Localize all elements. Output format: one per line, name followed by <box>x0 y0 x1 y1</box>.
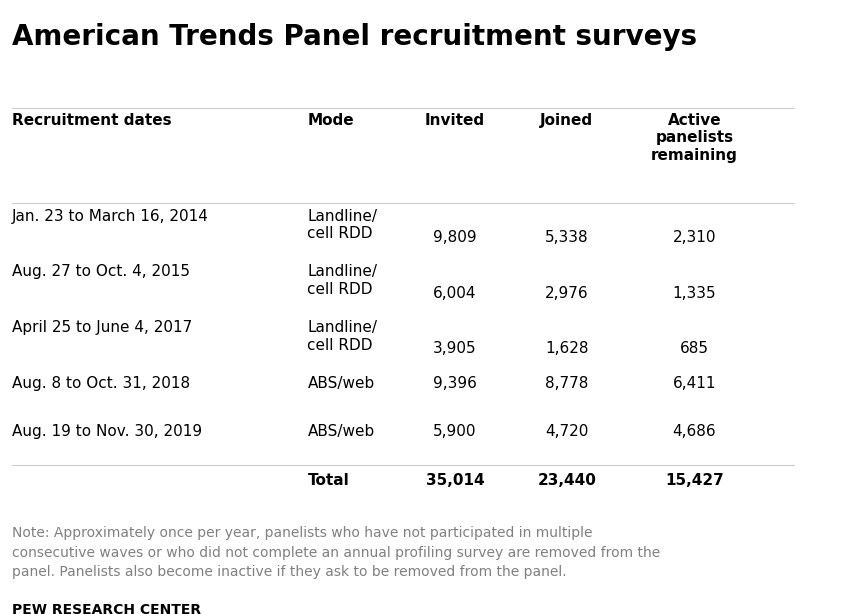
Text: Landline/
cell RDD: Landline/ cell RDD <box>307 209 377 241</box>
Text: PEW RESEARCH CENTER: PEW RESEARCH CENTER <box>12 604 201 614</box>
Text: 1,335: 1,335 <box>673 286 717 301</box>
Text: Aug. 8 to Oct. 31, 2018: Aug. 8 to Oct. 31, 2018 <box>12 376 190 391</box>
Text: 23,440: 23,440 <box>538 473 596 488</box>
Text: 6,411: 6,411 <box>673 376 717 391</box>
Text: 9,396: 9,396 <box>433 376 477 391</box>
Text: 8,778: 8,778 <box>545 376 588 391</box>
Text: 1,628: 1,628 <box>545 341 588 357</box>
Text: 2,976: 2,976 <box>545 286 588 301</box>
Text: April 25 to June 4, 2017: April 25 to June 4, 2017 <box>12 321 192 335</box>
Text: Aug. 19 to Nov. 30, 2019: Aug. 19 to Nov. 30, 2019 <box>12 424 203 439</box>
Text: American Trends Panel recruitment surveys: American Trends Panel recruitment survey… <box>12 23 697 51</box>
Text: ABS/web: ABS/web <box>307 424 375 439</box>
Text: Invited: Invited <box>425 113 485 128</box>
Text: Landline/
cell RDD: Landline/ cell RDD <box>307 321 377 352</box>
Text: Landline/
cell RDD: Landline/ cell RDD <box>307 265 377 297</box>
Text: 4,686: 4,686 <box>673 424 717 439</box>
Text: Total: Total <box>307 473 349 488</box>
Text: Aug. 27 to Oct. 4, 2015: Aug. 27 to Oct. 4, 2015 <box>12 265 190 279</box>
Text: 6,004: 6,004 <box>433 286 477 301</box>
Text: 15,427: 15,427 <box>665 473 724 488</box>
Text: Note: Approximately once per year, panelists who have not participated in multip: Note: Approximately once per year, panel… <box>12 526 660 579</box>
Text: 9,809: 9,809 <box>433 230 477 245</box>
Text: 3,905: 3,905 <box>433 341 477 357</box>
Text: 2,310: 2,310 <box>673 230 717 245</box>
Text: Active
panelists
remaining: Active panelists remaining <box>651 113 738 163</box>
Text: Mode: Mode <box>307 113 354 128</box>
Text: 685: 685 <box>680 341 709 357</box>
Text: Recruitment dates: Recruitment dates <box>12 113 172 128</box>
Text: 5,338: 5,338 <box>545 230 588 245</box>
Text: 5,900: 5,900 <box>433 424 477 439</box>
Text: 35,014: 35,014 <box>425 473 484 488</box>
Text: Jan. 23 to March 16, 2014: Jan. 23 to March 16, 2014 <box>12 209 209 223</box>
Text: 4,720: 4,720 <box>545 424 588 439</box>
Text: ABS/web: ABS/web <box>307 376 375 391</box>
Text: Joined: Joined <box>540 113 593 128</box>
